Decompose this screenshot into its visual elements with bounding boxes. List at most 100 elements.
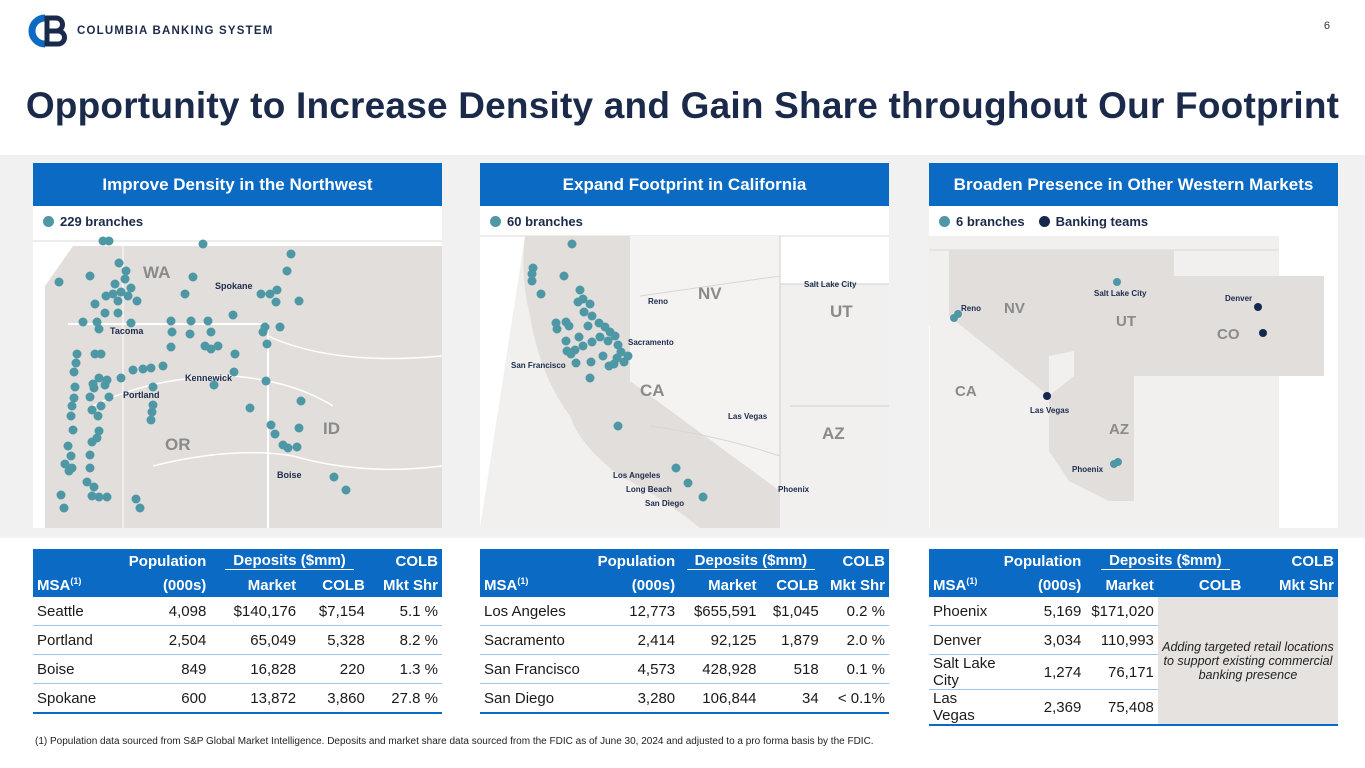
- legend-banking-teams: Banking teams: [1038, 214, 1148, 229]
- map-legend: 229 branches: [43, 214, 143, 229]
- branch-marker: [583, 321, 593, 331]
- city-label: Reno: [961, 304, 981, 313]
- table-row: Las Vegas 2,369 75,408: [929, 689, 1338, 726]
- branch-marker: [564, 321, 574, 331]
- branch-marker: [146, 415, 156, 425]
- branch-marker: [186, 316, 196, 326]
- branch-marker: [89, 482, 99, 492]
- branch-marker: [116, 287, 126, 297]
- branch-marker: [78, 317, 88, 327]
- city-label: Spokane: [215, 281, 253, 291]
- table-row: Phoenix 5,169 $171,020 Adding targeted ret…: [929, 597, 1338, 726]
- col-header: (000s): [999, 573, 1086, 597]
- table-row: San Francisco 4,573 428,928 518 0.1 %: [480, 654, 889, 684]
- table-row: San Diego 3,280 106,844 34 < 0.1%: [480, 683, 889, 714]
- branch-marker: [158, 361, 168, 371]
- branch-markers: [527, 239, 708, 502]
- branch-marker: [146, 363, 156, 373]
- branch-marker: [94, 324, 104, 334]
- branch-marker: [575, 285, 585, 295]
- branch-marker: [283, 443, 293, 453]
- branch-dot-icon: [490, 216, 501, 227]
- branch-marker: [131, 494, 141, 504]
- branch-marker: [561, 336, 571, 346]
- branch-marker: [101, 291, 111, 301]
- branch-marker: [595, 332, 605, 342]
- col-header: MSA(1): [33, 573, 112, 597]
- branch-marker: [138, 364, 148, 374]
- branch-marker: [113, 308, 123, 318]
- table-row: Seattle 4,098 $140,176 $7,154 5.1 %: [33, 597, 442, 626]
- banking-team-dot-icon: [1038, 216, 1050, 227]
- branch-marker: [209, 380, 219, 390]
- branch-marker: [1043, 392, 1051, 400]
- col-header: COLB: [1157, 573, 1246, 597]
- branch-marker: [128, 365, 138, 375]
- branch-marker: [341, 485, 351, 495]
- city-label: Long Beach: [626, 485, 672, 494]
- branch-marker: [121, 266, 131, 276]
- branch-marker: [113, 296, 123, 306]
- city-label: Phoenix: [1072, 465, 1104, 474]
- branch-marker: [262, 339, 272, 349]
- branch-marker: [56, 490, 66, 500]
- branch-marker: [69, 367, 79, 377]
- branch-marker: [527, 276, 537, 286]
- branch-marker: [671, 463, 681, 473]
- state-label: NV: [1004, 300, 1025, 317]
- logo-text: COLUMBIA BANKING SYSTEM: [77, 25, 274, 37]
- branch-marker: [54, 277, 64, 287]
- branch-marker: [604, 361, 614, 371]
- col-header: MSA(1): [929, 573, 1000, 597]
- branch-marker: [613, 340, 623, 350]
- branch-marker: [148, 382, 158, 392]
- branch-marker: [610, 331, 620, 341]
- city-label: Reno: [648, 297, 668, 306]
- state-label: UT: [830, 302, 853, 321]
- branch-marker: [266, 420, 276, 430]
- branch-marker: [69, 393, 79, 403]
- branch-marker: [213, 341, 223, 351]
- branch-marker: [102, 492, 112, 502]
- branch-marker: [104, 236, 114, 246]
- col-header: Mkt Shr: [822, 573, 889, 597]
- branch-marker: [123, 291, 133, 301]
- branch-marker: [94, 492, 104, 502]
- branch-marker: [72, 349, 82, 359]
- branch-marker: [166, 316, 176, 326]
- state-label: CA: [640, 381, 665, 400]
- page-title: Opportunity to Increase Density and Gain…: [25, 85, 1340, 126]
- branch-marker: [87, 437, 97, 447]
- branch-marker: [527, 269, 537, 279]
- branch-marker: [63, 441, 73, 451]
- branch-marker: [166, 342, 176, 352]
- branch-marker: [180, 289, 190, 299]
- branch-marker: [100, 308, 110, 318]
- branch-marker: [683, 478, 693, 488]
- branch-marker: [585, 299, 595, 309]
- branch-marker: [578, 341, 588, 351]
- page-number: 6: [1323, 20, 1330, 32]
- col-header: Market: [210, 573, 301, 597]
- city-label: Las Vegas: [728, 412, 768, 421]
- branch-marker: [66, 411, 76, 421]
- branch-dot-icon: [939, 216, 950, 227]
- branch-marker: [85, 392, 95, 402]
- col-header: Market: [679, 573, 761, 597]
- city-label: Boise: [277, 470, 302, 480]
- city-label: Sacramento: [628, 338, 674, 347]
- city-label: Portland: [123, 390, 160, 400]
- branch-marker: [198, 239, 208, 249]
- state-label: CA: [955, 383, 977, 400]
- msa-table-california: Population Deposits ($mm) COLB MSA(1) (0…: [480, 549, 889, 714]
- branch-marker: [206, 327, 216, 337]
- branch-marker: [135, 503, 145, 513]
- branch-marker: [203, 316, 213, 326]
- branch-marker: [206, 344, 216, 354]
- branch-marker: [96, 349, 106, 359]
- branch-marker: [92, 317, 102, 327]
- col-header: Population: [589, 549, 680, 573]
- table-row: Portland 2,504 65,049 5,328 8.2 %: [33, 625, 442, 655]
- branch-marker: [271, 297, 281, 307]
- state-label: WA: [143, 263, 170, 282]
